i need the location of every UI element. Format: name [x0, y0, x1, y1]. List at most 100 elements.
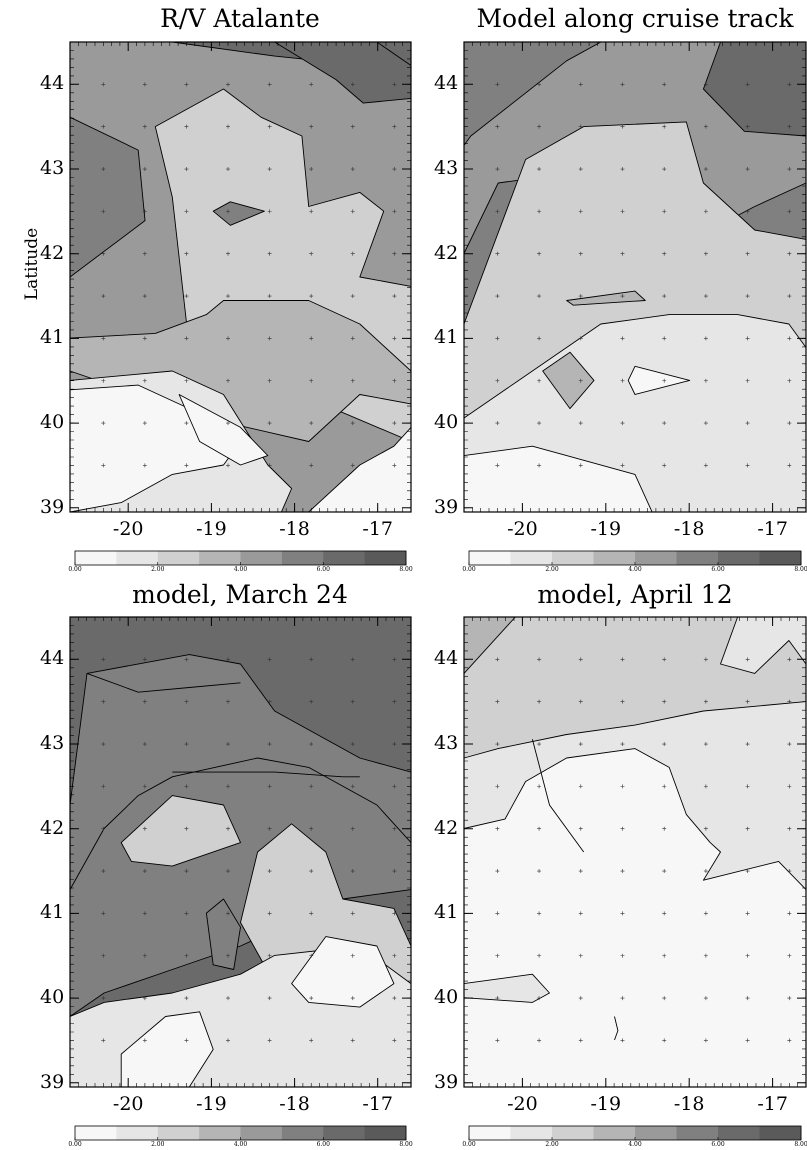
grid-marker: [101, 124, 106, 129]
colorbar-tick-label: 2.00: [545, 566, 559, 573]
grid-marker: [537, 463, 542, 468]
colorbar-swatch: [676, 551, 719, 565]
colorbar-swatch: [759, 1126, 802, 1140]
grid-marker: [578, 124, 583, 129]
colorbar-swatch: [593, 551, 636, 565]
colorbar-swatch: [510, 551, 553, 565]
grid-marker: [184, 421, 189, 426]
minor-ticks: [69, 617, 411, 1087]
grid-marker: [350, 82, 355, 87]
colorbar-swatch: [157, 551, 200, 565]
colorbar-tick-label: 8.00: [399, 566, 413, 573]
y-tick-label: 41: [434, 326, 459, 349]
grid-marker: [787, 294, 792, 299]
grid-marker: [745, 699, 750, 704]
grid-marker: [101, 336, 106, 341]
grid-marker: [787, 657, 792, 662]
x-tick-label: -19: [196, 1093, 227, 1115]
grid-marker: [620, 251, 625, 256]
grid-marker: [309, 124, 314, 129]
grid-marker: [495, 996, 500, 1001]
grid-marker: [703, 167, 708, 172]
grid-marker: [392, 911, 397, 916]
grid-marker: [101, 699, 106, 704]
grid-marker: [537, 251, 542, 256]
plot-frame: [463, 41, 807, 513]
grid-marker: [142, 167, 147, 172]
grid-marker: [578, 82, 583, 87]
grid-marker: [350, 953, 355, 958]
grid-marker: [662, 996, 667, 1001]
grid-marker: [142, 209, 147, 214]
grid-marker: [184, 742, 189, 747]
grid-marker: [537, 742, 542, 747]
grid-marker: [662, 657, 667, 662]
grid-marker: [267, 953, 272, 958]
grid-marker: [184, 209, 189, 214]
grid-marker: [309, 421, 314, 426]
grid-marker: [537, 421, 542, 426]
grid-marker: [703, 82, 708, 87]
grid-marker: [226, 336, 231, 341]
grid-marker: [787, 742, 792, 747]
grid-marker: [101, 996, 106, 1001]
grid-marker: [703, 911, 708, 916]
grid-marker: [578, 209, 583, 214]
x-tick-label: -19: [590, 1093, 622, 1115]
colorbar-swatch: [75, 1126, 117, 1140]
grid-marker: [662, 742, 667, 747]
grid-marker: [745, 167, 750, 172]
colorbar-tick-label: 4.00: [628, 566, 642, 573]
minor-ticks: [463, 617, 806, 1087]
grid-marker: [392, 124, 397, 129]
grid-marker: [578, 336, 583, 341]
contour-region: [120, 795, 241, 867]
major-ticks: [464, 617, 806, 1087]
grid-marker: [142, 826, 147, 831]
grid-marker: [662, 699, 667, 704]
grid-marker: [267, 82, 272, 87]
grid-marker: [350, 869, 355, 874]
x-tick-label: -18: [279, 518, 310, 540]
grid-marker: [226, 251, 231, 256]
grid-marker: [578, 953, 583, 958]
grid-marker: [309, 996, 314, 1001]
grid-marker: [101, 657, 106, 662]
colorbar-tick-label: 2.00: [151, 1141, 165, 1148]
grid-marker: [226, 294, 231, 299]
y-tick-label: 40: [40, 986, 65, 1009]
grid-marker: [703, 209, 708, 214]
y-tick-label: 44: [40, 72, 65, 95]
grid-marker: [662, 378, 667, 383]
grid-marker: [350, 826, 355, 831]
grid-marker: [392, 699, 397, 704]
colorbar-tick-label: 0.00: [68, 566, 82, 573]
grid-marker: [101, 209, 106, 214]
x-tick-label: -20: [112, 518, 144, 540]
grid-marker: [745, 336, 750, 341]
grid-marker: [620, 336, 625, 341]
contour-region: [178, 394, 269, 466]
colorbar-tick-label: 8.00: [399, 1141, 413, 1148]
panel-3: [69, 616, 412, 1141]
grid-marker: [620, 167, 625, 172]
grid-marker: [620, 911, 625, 916]
grid-marker: [226, 784, 231, 789]
grid-marker: [495, 421, 500, 426]
y-tick-label: 42: [434, 241, 459, 264]
x-tick-label: -17: [362, 518, 394, 540]
colorbar-tick-label: 4.00: [233, 566, 248, 573]
y-tick-label: 40: [434, 411, 459, 434]
grid-marker: [578, 167, 583, 172]
y-tick-label: 41: [40, 901, 65, 924]
grid-marker: [703, 124, 708, 129]
grid-marker: [350, 742, 355, 747]
grid-marker: [495, 294, 500, 299]
grid-marker: [537, 869, 542, 874]
grid-marker: [620, 996, 625, 1001]
grid-marker: [226, 82, 231, 87]
grid-marker: [309, 911, 314, 916]
colorbar-tick-label: 6.00: [711, 1141, 725, 1148]
grid-marker: [267, 421, 272, 426]
y-tick-label: 41: [434, 901, 459, 924]
